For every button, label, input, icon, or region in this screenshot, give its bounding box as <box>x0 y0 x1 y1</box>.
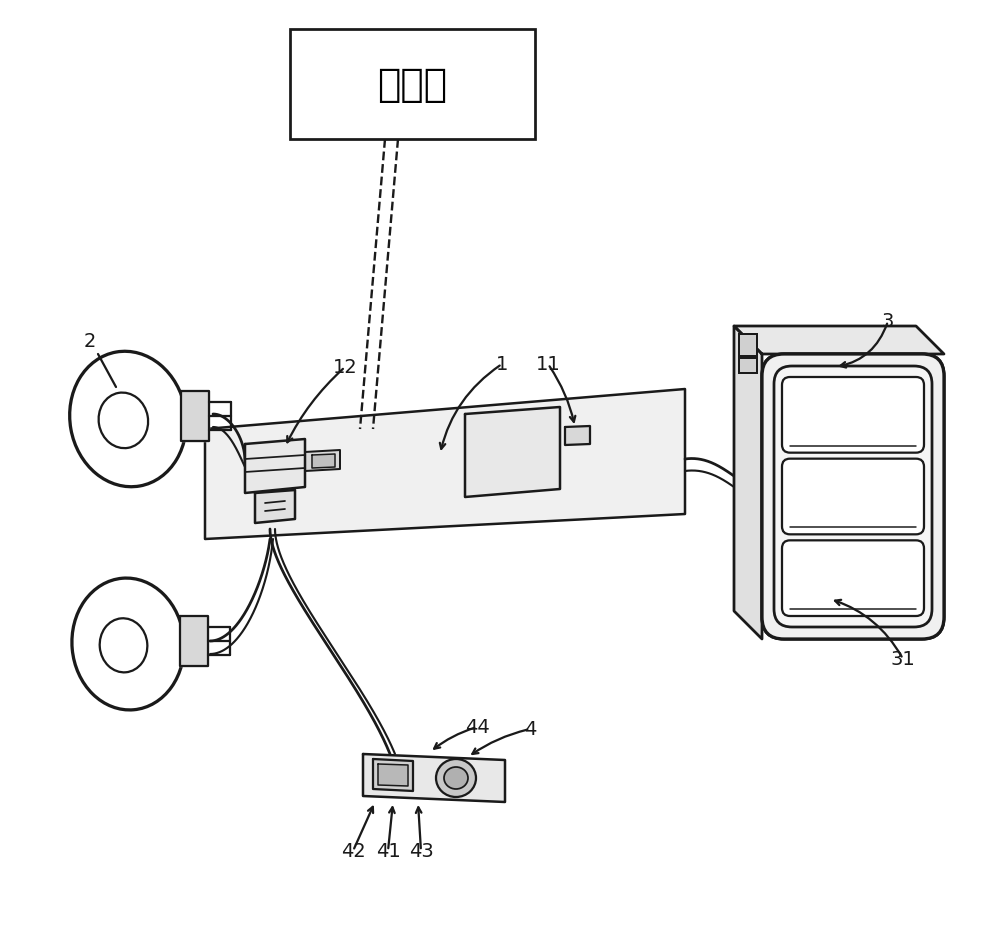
Polygon shape <box>181 391 209 441</box>
Ellipse shape <box>444 768 468 789</box>
Bar <box>290 30 535 140</box>
Text: 1: 1 <box>496 355 508 375</box>
Text: 42: 42 <box>341 842 365 860</box>
Polygon shape <box>245 439 305 493</box>
Text: 41: 41 <box>376 842 400 860</box>
Text: 12: 12 <box>333 358 357 377</box>
FancyBboxPatch shape <box>762 355 944 640</box>
Ellipse shape <box>99 393 148 449</box>
Polygon shape <box>312 454 335 468</box>
Polygon shape <box>255 490 295 524</box>
Ellipse shape <box>72 578 184 710</box>
Text: 2: 2 <box>84 332 96 351</box>
Text: 4: 4 <box>524 719 536 739</box>
Text: 44: 44 <box>465 717 489 737</box>
Text: 上位机: 上位机 <box>377 66 448 104</box>
FancyBboxPatch shape <box>782 377 924 453</box>
Ellipse shape <box>436 759 476 797</box>
Polygon shape <box>378 764 408 786</box>
Ellipse shape <box>100 618 147 673</box>
Polygon shape <box>465 408 560 498</box>
Polygon shape <box>373 759 413 791</box>
Text: 3: 3 <box>882 312 894 331</box>
Text: 31: 31 <box>891 650 915 668</box>
Polygon shape <box>734 326 944 355</box>
Polygon shape <box>205 389 685 540</box>
FancyBboxPatch shape <box>782 540 924 616</box>
Text: 43: 43 <box>409 842 433 860</box>
Polygon shape <box>565 426 590 446</box>
Ellipse shape <box>70 352 186 488</box>
Polygon shape <box>363 755 505 802</box>
Polygon shape <box>734 326 762 640</box>
Bar <box>739 359 757 374</box>
FancyBboxPatch shape <box>762 355 944 640</box>
FancyBboxPatch shape <box>774 366 932 628</box>
Bar <box>739 335 757 357</box>
Text: 11: 11 <box>536 355 560 375</box>
Polygon shape <box>305 451 340 472</box>
Polygon shape <box>180 616 208 666</box>
FancyBboxPatch shape <box>782 459 924 535</box>
